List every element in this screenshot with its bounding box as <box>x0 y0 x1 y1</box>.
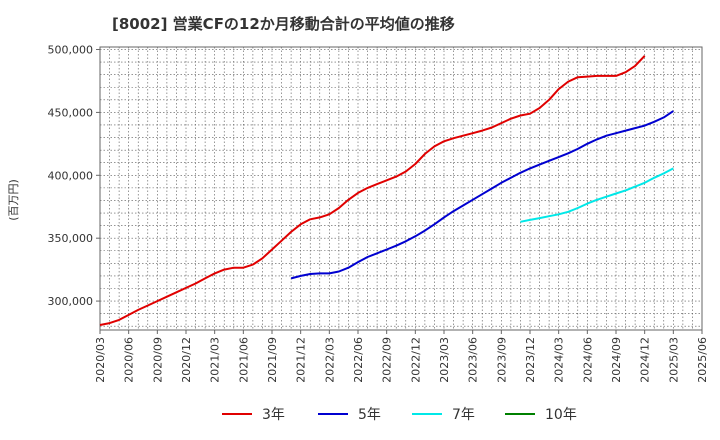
x-tick-label: 2020/06 <box>123 337 136 383</box>
series-layer <box>99 55 674 326</box>
grid-layer <box>99 47 703 330</box>
x-tick-label: 2024/03 <box>553 337 566 383</box>
plot-frame <box>99 46 703 331</box>
y-tick-label: 350,000 <box>48 232 94 245</box>
x-tick-label: 2025/03 <box>667 337 680 383</box>
x-tick-label: 2022/06 <box>352 337 365 383</box>
x-tick-label: 2024/12 <box>639 337 652 383</box>
y-tick-label: 500,000 <box>48 44 94 57</box>
x-tick-label: 2020/03 <box>94 337 107 383</box>
x-axis: 2020/03 2020/06 2020/09 2020/12 2021/03 2021/… <box>94 330 709 383</box>
x-tick-label: 2024/09 <box>610 337 623 383</box>
legend-label: 7年 <box>452 407 475 423</box>
x-tick-label: 2023/09 <box>495 337 508 383</box>
chart-title: [8002] 営業CFの12か月移動合計の平均値の推移 <box>112 15 455 33</box>
y-tick-label: 450,000 <box>48 106 94 119</box>
x-tick-label: 2021/12 <box>295 337 308 383</box>
x-tick-label: 2020/09 <box>151 337 164 383</box>
legend-label: 3年 <box>262 407 285 423</box>
legend-label: 10年 <box>545 407 577 423</box>
legend-label: 5年 <box>358 407 381 423</box>
x-tick-label: 2022/09 <box>381 337 394 383</box>
y-tick-label: 300,000 <box>48 295 94 308</box>
x-tick-label: 2022/03 <box>323 337 336 383</box>
x-tick-label: 2023/12 <box>524 337 537 383</box>
x-tick-label: 2021/06 <box>237 337 250 383</box>
x-tick-label: 2020/12 <box>180 337 193 383</box>
x-tick-label: 2021/03 <box>209 337 222 383</box>
legend: 3年 5年 7年 10年 <box>222 407 577 423</box>
x-tick-label: 2023/06 <box>467 337 480 383</box>
x-tick-label: 2024/06 <box>581 337 594 383</box>
series-line <box>99 55 646 326</box>
y-axis-label: (百万円) <box>7 179 20 221</box>
y-axis: 300,000 350,000 400,000 450,000 500,000 <box>48 44 100 308</box>
x-tick-label: 2025/06 <box>696 337 709 383</box>
x-tick-label: 2022/12 <box>409 337 422 383</box>
y-tick-label: 400,000 <box>48 169 94 182</box>
x-tick-label: 2023/03 <box>438 337 451 383</box>
series-line <box>290 110 674 280</box>
series-line <box>520 167 674 223</box>
x-tick-label: 2021/09 <box>266 337 279 383</box>
